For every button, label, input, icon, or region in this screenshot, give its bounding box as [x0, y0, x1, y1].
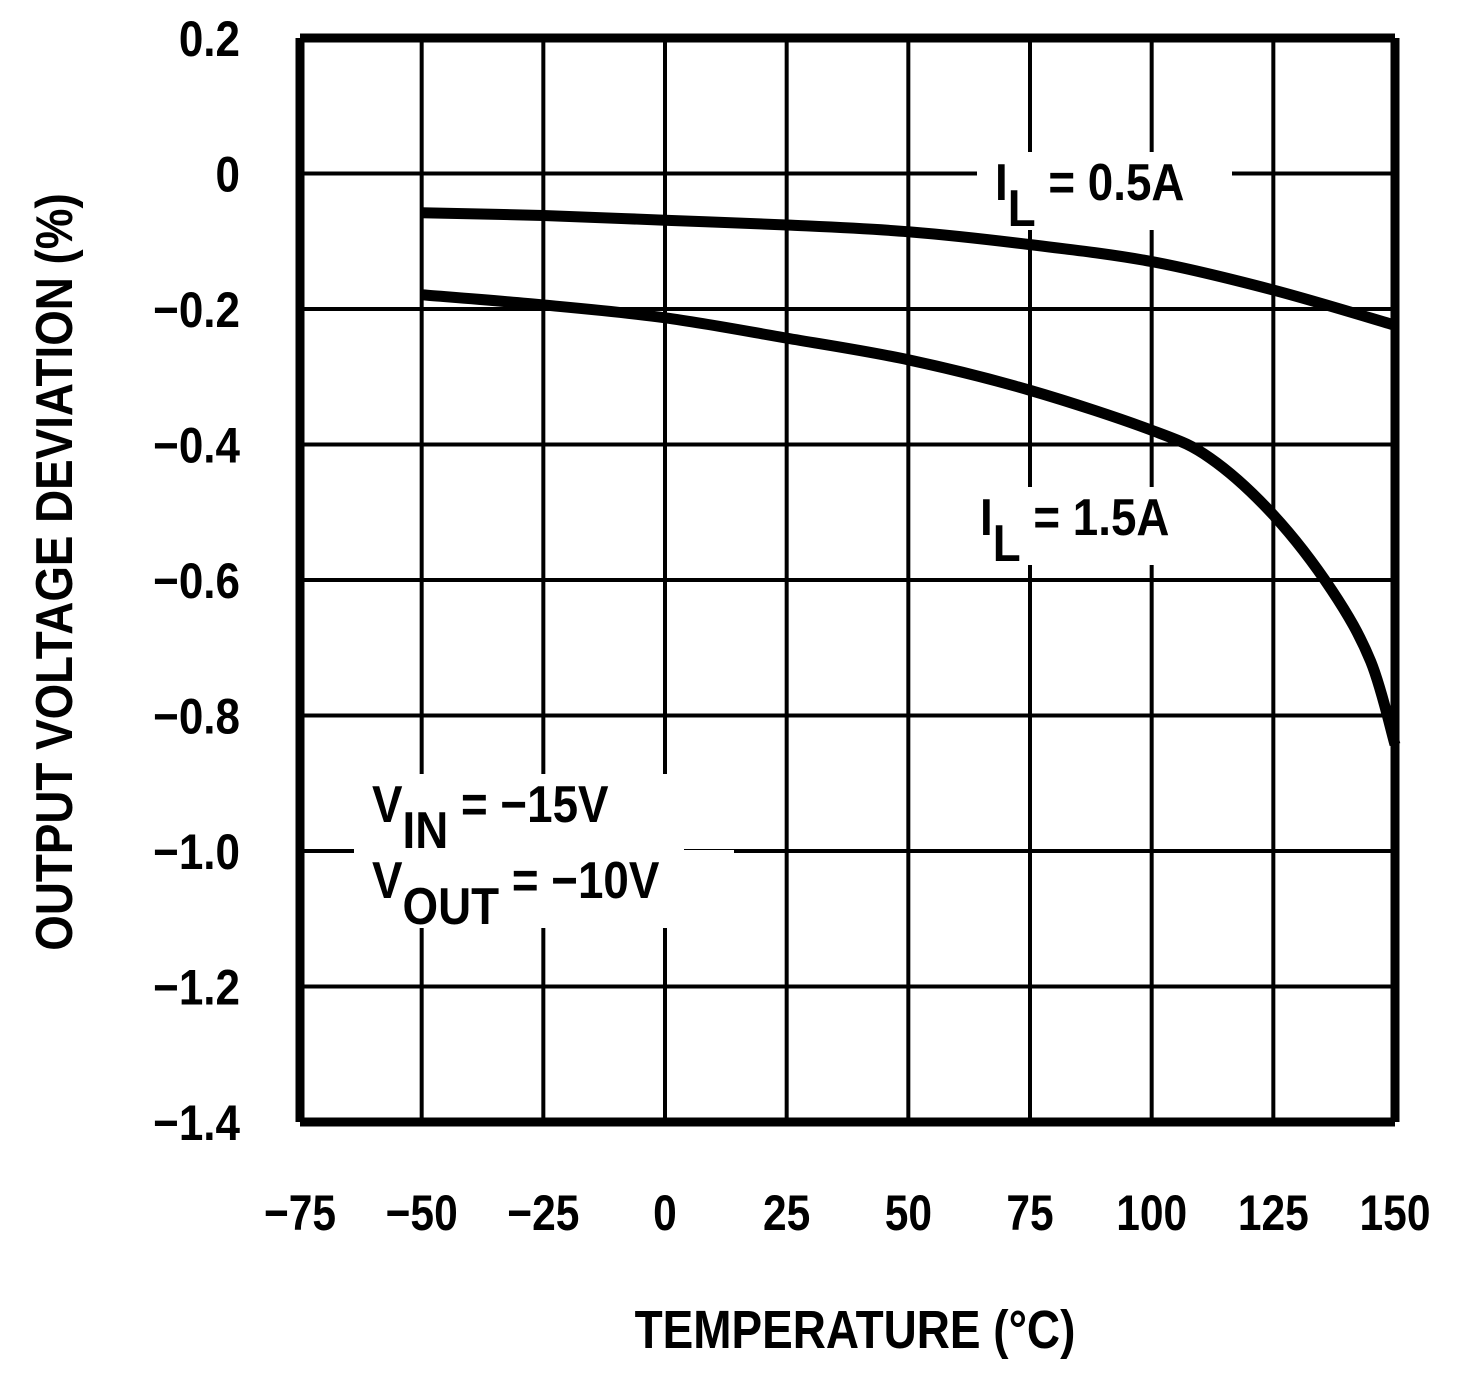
y-tick-label: −0.6	[153, 552, 240, 608]
y-tick-label: −0.4	[153, 417, 240, 473]
x-axis-label: TEMPERATURE (°C)	[635, 1300, 1076, 1360]
series-line-1	[421, 289, 1401, 747]
y-tick-label: −1.4	[153, 1094, 240, 1150]
y-tick-label: −0.2	[153, 281, 240, 337]
annotation-vin-bg	[354, 774, 684, 852]
x-tick-label: 125	[1238, 1185, 1309, 1241]
x-tick-label: 25	[763, 1185, 810, 1241]
y-tick-label: −1.2	[153, 959, 240, 1015]
y-axis-label: OUTPUT VOLTAGE DEVIATION (%)	[26, 193, 83, 950]
grid	[295, 33, 1400, 1127]
y-tick-label: −0.8	[153, 688, 240, 744]
x-tick-label: −75	[264, 1185, 336, 1241]
x-tick-label: −50	[386, 1185, 458, 1241]
annotation-vout-bg	[354, 850, 734, 928]
series-label-0-text: IL = 0.5A	[995, 154, 1184, 237]
series-label-0-bg	[977, 152, 1232, 230]
annotation-vin: VIN = −15V	[354, 774, 684, 860]
x-tick-label: −25	[507, 1185, 579, 1241]
y-tick-label: 0.2	[179, 10, 240, 66]
x-tick-label: 0	[653, 1185, 677, 1241]
tick-labels: −75 −50 −25 0 25 50 75 100 125 150 0.2 0 −0.2 −0.4 −0.…	[153, 10, 1430, 1240]
y-tick-label: 0	[216, 146, 240, 202]
series-label-1-bg	[962, 487, 1212, 565]
series-label-0: IL = 0.5A	[977, 152, 1232, 238]
annotation-vin-text: VIN = −15V	[372, 776, 609, 859]
y-tick-label: −1.0	[153, 823, 240, 879]
x-tick-label: 150	[1360, 1185, 1431, 1241]
x-tick-label: 75	[1006, 1185, 1053, 1241]
series-label-1-text: IL = 1.5A	[980, 489, 1169, 572]
x-tick-label: 100	[1116, 1185, 1187, 1241]
series-label-1: IL = 1.5A	[962, 487, 1212, 573]
series-line-0	[421, 207, 1397, 331]
annotation-vout-text: VOUT = −10V	[372, 852, 660, 935]
x-tick-label: 50	[885, 1185, 932, 1241]
annotation-vout: VOUT = −10V	[354, 850, 734, 936]
series-lines	[421, 207, 1401, 747]
